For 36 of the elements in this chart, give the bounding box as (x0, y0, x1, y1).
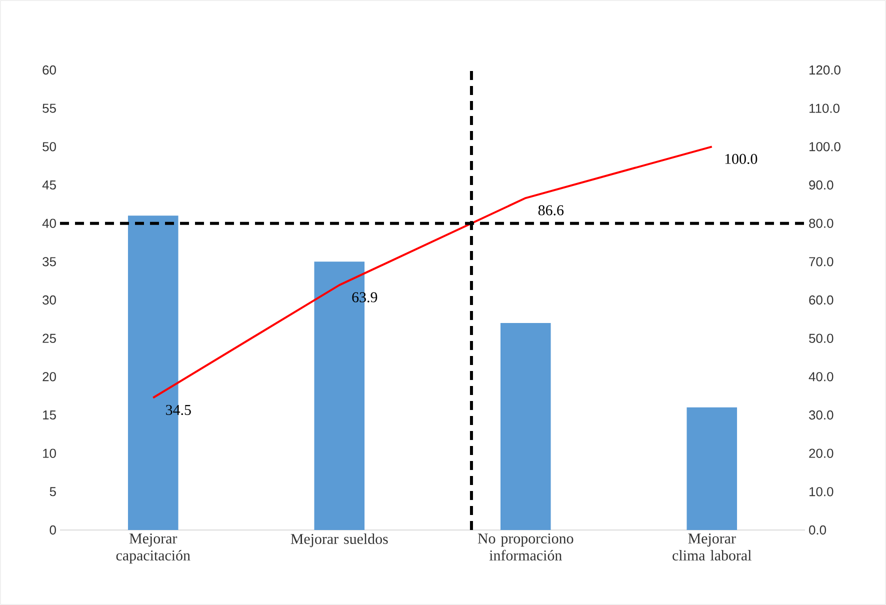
bar (686, 407, 738, 530)
y2-tick-label: 110.0 (810, 104, 840, 113)
y-tick-label: 30 (42, 295, 56, 305)
data-label: 34.5 (166, 404, 191, 416)
data-label: 100.0 (725, 154, 758, 164)
line-series (152, 146, 713, 399)
y2-tick-label: 0.0 (809, 525, 826, 535)
y-tick-label: 35 (42, 257, 56, 266)
bar (500, 323, 551, 530)
x-tick-label: Mejorar capacitación (116, 534, 190, 564)
y-tick-label: 20 (42, 372, 56, 382)
y-tick-label: 25 (42, 334, 56, 343)
y2-tick-label: 100.0 (810, 142, 840, 152)
y-tick-label: 45 (42, 180, 56, 190)
y2-tick-label: 120.0 (810, 65, 840, 75)
y2-tick-label: 10.0 (810, 487, 834, 496)
y2-tick-label: 20.0 (809, 448, 834, 458)
y2-tick-label: 70.0 (809, 257, 834, 266)
y2-tick-label: 60.0 (809, 295, 834, 305)
y-tick-label: 10 (43, 448, 56, 458)
y2-tick-label: 40.0 (808, 372, 834, 382)
x-tick-label: Mejorar clima laboral (672, 534, 752, 560)
y-tick-label: 50 (42, 142, 56, 152)
y-tick-label: 40 (42, 218, 56, 228)
y-tick-label: 5 (50, 487, 56, 496)
y2-tick-label: 80.0 (809, 218, 834, 228)
y-tick-label: 15 (43, 410, 56, 420)
y-tick-label: 55 (42, 104, 56, 113)
y2-tick-label: 50.0 (809, 334, 834, 343)
y2-tick-label: 30.0 (809, 410, 834, 420)
x-tick-label: Mejorar sueldos (290, 534, 388, 548)
data-label: 86.6 (538, 205, 564, 216)
y-tick-label: 60 (42, 65, 56, 75)
y-tick-label: 0 (50, 525, 56, 535)
y2-tick-label: 90.0 (809, 180, 834, 190)
x-tick-label: No proporciono información (478, 534, 574, 560)
